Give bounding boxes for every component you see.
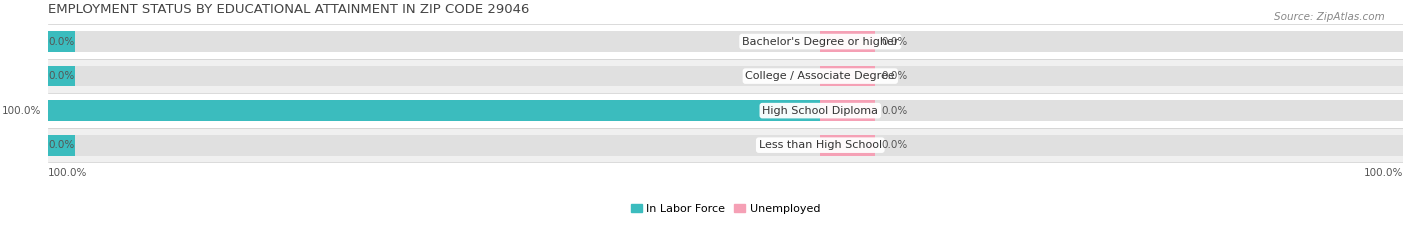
Text: Less than High School: Less than High School bbox=[759, 140, 882, 150]
Text: 100.0%: 100.0% bbox=[1364, 168, 1403, 178]
Text: College / Associate Degree: College / Associate Degree bbox=[745, 71, 896, 81]
Bar bbox=[820, 100, 875, 121]
Bar bbox=[48, 93, 1403, 128]
Text: 0.0%: 0.0% bbox=[882, 140, 907, 150]
Text: 0.0%: 0.0% bbox=[882, 106, 907, 116]
Text: Source: ZipAtlas.com: Source: ZipAtlas.com bbox=[1274, 12, 1385, 22]
Text: 0.0%: 0.0% bbox=[882, 71, 907, 81]
Bar bbox=[48, 24, 1403, 59]
Bar bbox=[48, 100, 820, 121]
Legend: In Labor Force, Unemployed: In Labor Force, Unemployed bbox=[626, 199, 824, 219]
Bar bbox=[48, 135, 75, 155]
Bar bbox=[48, 59, 1403, 93]
Text: 0.0%: 0.0% bbox=[48, 37, 75, 47]
Bar bbox=[820, 135, 875, 155]
Text: 100.0%: 100.0% bbox=[48, 168, 87, 178]
Text: 0.0%: 0.0% bbox=[48, 71, 75, 81]
Bar bbox=[48, 128, 1403, 162]
Text: 0.0%: 0.0% bbox=[48, 140, 75, 150]
Text: 0.0%: 0.0% bbox=[882, 37, 907, 47]
Bar bbox=[48, 31, 1403, 52]
Text: 100.0%: 100.0% bbox=[1, 106, 41, 116]
Bar bbox=[820, 31, 875, 52]
Text: High School Diploma: High School Diploma bbox=[762, 106, 879, 116]
Text: Bachelor's Degree or higher: Bachelor's Degree or higher bbox=[742, 37, 898, 47]
Bar bbox=[48, 31, 75, 52]
Bar bbox=[48, 100, 1403, 121]
Bar bbox=[820, 66, 875, 86]
Bar bbox=[48, 66, 75, 86]
Bar bbox=[48, 66, 1403, 86]
Text: EMPLOYMENT STATUS BY EDUCATIONAL ATTAINMENT IN ZIP CODE 29046: EMPLOYMENT STATUS BY EDUCATIONAL ATTAINM… bbox=[48, 3, 529, 16]
Bar bbox=[48, 135, 1403, 155]
